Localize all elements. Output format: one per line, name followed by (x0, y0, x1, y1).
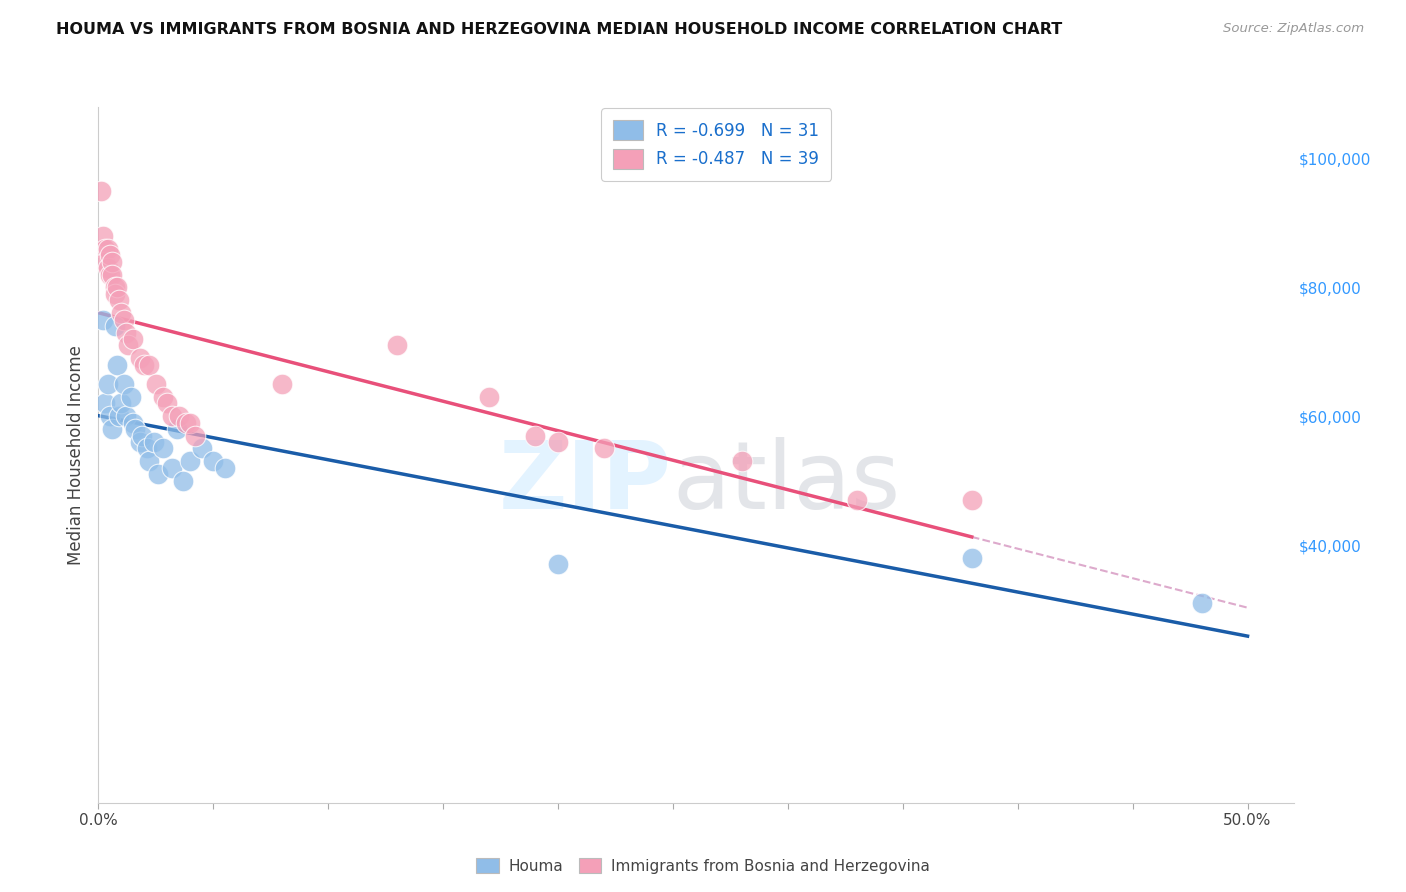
Text: HOUMA VS IMMIGRANTS FROM BOSNIA AND HERZEGOVINA MEDIAN HOUSEHOLD INCOME CORRELAT: HOUMA VS IMMIGRANTS FROM BOSNIA AND HERZ… (56, 22, 1063, 37)
Point (101, 254, 124, 268)
Point (179, 416, 201, 430)
Point (97, 261, 120, 276)
Point (94, 254, 117, 268)
Y-axis label: Median Household Income: Median Household Income (66, 345, 84, 565)
Point (110, 306, 132, 320)
Legend: R = -0.699   N = 31, R = -0.487   N = 39: R = -0.699 N = 31, R = -0.487 N = 39 (602, 109, 831, 181)
Point (167, 409, 190, 424)
Point (960, 551, 983, 566)
Point (1191, 596, 1213, 610)
Point (131, 428, 153, 442)
Point (98, 268, 121, 282)
Point (97, 377, 120, 392)
Point (98, 409, 121, 424)
Point (101, 268, 124, 282)
Point (160, 409, 183, 424)
Point (145, 377, 167, 392)
Point (160, 460, 183, 475)
Point (202, 454, 225, 468)
Point (138, 454, 160, 468)
Point (128, 351, 150, 366)
Point (174, 416, 197, 430)
Point (184, 428, 207, 442)
Point (731, 454, 754, 468)
Point (142, 435, 165, 450)
Point (103, 280, 125, 294)
Point (105, 280, 128, 294)
Point (94, 242, 117, 256)
Point (110, 396, 132, 410)
Point (98, 248, 121, 262)
Point (122, 416, 145, 430)
Point (122, 332, 145, 346)
Point (117, 338, 139, 352)
Point (172, 474, 194, 488)
Point (547, 558, 569, 572)
Text: Source: ZipAtlas.com: Source: ZipAtlas.com (1223, 22, 1364, 36)
Point (115, 409, 138, 424)
Point (103, 319, 125, 334)
Point (94, 396, 117, 410)
Point (91, 228, 114, 243)
Point (271, 377, 294, 392)
Point (214, 460, 236, 475)
Point (135, 442, 157, 456)
Point (478, 390, 501, 404)
Point (191, 442, 214, 456)
Point (112, 377, 135, 392)
Point (108, 409, 131, 424)
Legend: Houma, Immigrants from Bosnia and Herzegovina: Houma, Immigrants from Bosnia and Herzeg… (471, 852, 935, 880)
Point (152, 442, 174, 456)
Point (120, 390, 142, 404)
Point (115, 326, 138, 340)
Point (97, 242, 120, 256)
Text: ZIP: ZIP (499, 437, 672, 529)
Point (547, 435, 569, 450)
Point (524, 428, 547, 442)
Point (179, 454, 201, 468)
Point (385, 338, 409, 352)
Point (105, 358, 128, 372)
Point (124, 422, 146, 436)
Point (156, 396, 179, 410)
Point (128, 435, 150, 450)
Point (593, 442, 616, 456)
Point (112, 312, 135, 326)
Point (134, 358, 156, 372)
Point (166, 422, 188, 436)
Point (960, 493, 983, 508)
Text: atlas: atlas (672, 437, 900, 529)
Point (845, 493, 868, 508)
Point (148, 467, 170, 482)
Point (90, 184, 112, 198)
Point (103, 286, 125, 301)
Point (91, 312, 114, 326)
Point (108, 293, 131, 308)
Point (138, 358, 160, 372)
Point (152, 390, 174, 404)
Point (101, 422, 124, 436)
